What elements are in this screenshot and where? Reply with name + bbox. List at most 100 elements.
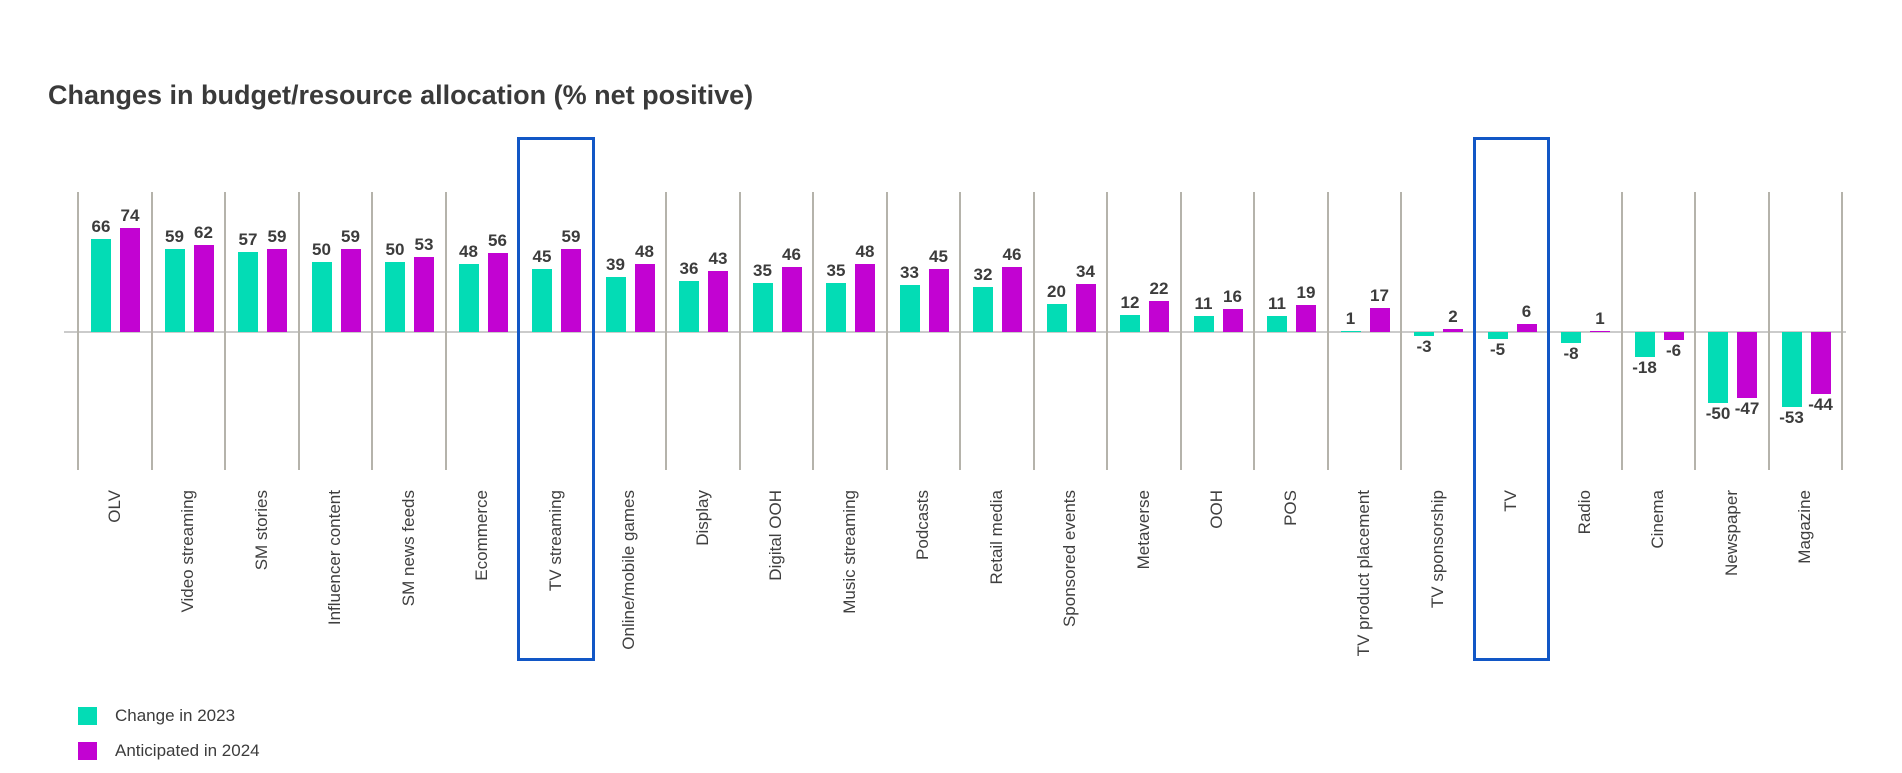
category-label: Influencer content: [325, 490, 345, 626]
category-label: Magazine: [1795, 490, 1815, 564]
bar-2023: [385, 261, 405, 332]
bar-2023: [91, 238, 111, 332]
value-label: 20: [1047, 281, 1066, 301]
value-label: 50: [385, 239, 405, 259]
bar-2023: [1046, 303, 1067, 332]
value-label: 2: [1448, 307, 1458, 327]
value-label: 59: [165, 226, 184, 246]
legend-label-2023: Change in 2023: [115, 706, 236, 725]
bar-2023: [752, 282, 773, 332]
value-label: 22: [1149, 278, 1169, 298]
bar-2023: [1781, 332, 1802, 407]
bar-2024: [1810, 332, 1831, 395]
category-divider: [1767, 192, 1770, 470]
category-label: Cinema: [1648, 490, 1668, 549]
category-divider: [297, 192, 300, 470]
value-label: 57: [238, 229, 258, 249]
bar-2024: [340, 248, 361, 332]
category-divider: [444, 192, 447, 470]
value-label: 45: [929, 246, 948, 266]
category-divider: [1400, 192, 1402, 470]
bar-2024: [561, 248, 581, 332]
bar-2023: [1561, 332, 1581, 344]
category-label-wrap: Magazine: [1759, 490, 1853, 705]
category-label: Display: [692, 490, 712, 546]
value-label: 19: [1296, 283, 1316, 303]
value-label: 6: [1521, 301, 1532, 321]
value-label: 53: [414, 235, 434, 255]
bar-2024: [1590, 330, 1610, 332]
category-label: Podcasts: [913, 490, 933, 560]
bar-2023: [164, 248, 185, 332]
category-divider: [77, 192, 79, 470]
legend-swatch-2024: [78, 742, 97, 760]
legend-item-2024: Anticipated in 2024: [78, 741, 260, 760]
bar-2024: [1002, 267, 1022, 332]
zero-axis-line: [64, 331, 1846, 333]
value-label: 48: [459, 242, 478, 262]
bar-2023: [605, 277, 626, 332]
bar-2023: [1414, 332, 1434, 337]
value-label: 45: [532, 246, 552, 266]
value-label: 1: [1595, 308, 1605, 328]
category-divider: [1253, 192, 1255, 470]
value-label: 48: [635, 242, 654, 262]
value-label: 11: [1268, 294, 1286, 314]
value-label: 16: [1223, 287, 1242, 307]
bar-2024: [1737, 332, 1757, 399]
bar-2024: [487, 253, 508, 332]
bar-2024: [928, 268, 949, 332]
value-label: 33: [900, 263, 919, 283]
bar-2024: [1369, 308, 1390, 332]
value-label: 35: [826, 260, 846, 280]
bar-2023: [458, 264, 479, 332]
value-label: 50: [312, 239, 331, 259]
bar-2023: [679, 281, 699, 332]
bar-2023: [311, 261, 332, 332]
bar-2023: [899, 285, 920, 332]
value-label: -53: [1779, 407, 1804, 427]
category-label: OLV: [104, 490, 124, 523]
category-divider: [1032, 192, 1035, 470]
value-label: 66: [91, 216, 111, 236]
bar-2023: [1193, 316, 1214, 332]
value-label: 59: [561, 226, 581, 246]
highlight-box-tv-streaming: [517, 137, 595, 661]
value-label: 56: [488, 231, 507, 251]
legend-swatch-2023: [78, 707, 97, 725]
value-label: 35: [753, 260, 772, 280]
bar-2024: [781, 267, 802, 332]
category-label: POS: [1280, 490, 1300, 526]
value-label: 59: [341, 226, 360, 246]
value-label: 48: [855, 242, 875, 262]
value-label: -5: [1489, 340, 1506, 360]
value-label: -8: [1563, 344, 1579, 364]
chart-title: Changes in budget/resource allocation (%…: [48, 80, 754, 110]
bar-2023: [973, 286, 993, 332]
bar-2024: [708, 271, 728, 332]
category-divider: [1106, 192, 1108, 470]
bar-2024: [414, 257, 434, 332]
value-label: 12: [1120, 293, 1140, 313]
category-divider: [224, 192, 226, 470]
category-divider: [885, 192, 888, 470]
value-label: 74: [120, 205, 140, 225]
value-label: 46: [782, 245, 801, 265]
category-label: TV product placement: [1354, 490, 1374, 657]
value-label: -18: [1632, 358, 1657, 378]
value-label: -3: [1416, 337, 1432, 357]
category-label: OOH: [1207, 490, 1227, 529]
category-divider: [371, 192, 373, 470]
bar-2024: [1149, 300, 1169, 332]
category-label: Retail media: [986, 490, 1006, 585]
bar-2024: [1296, 305, 1316, 332]
highlight-box-tv: [1472, 137, 1550, 661]
category-divider: [1694, 192, 1696, 470]
legend-item-2023: Change in 2023: [78, 706, 260, 725]
bar-2023: [532, 268, 552, 332]
category-label: Online/mobile games: [619, 490, 639, 650]
bar-2024: [1663, 332, 1684, 341]
category-divider: [1179, 192, 1182, 470]
category-label: SM news feeds: [398, 490, 418, 607]
